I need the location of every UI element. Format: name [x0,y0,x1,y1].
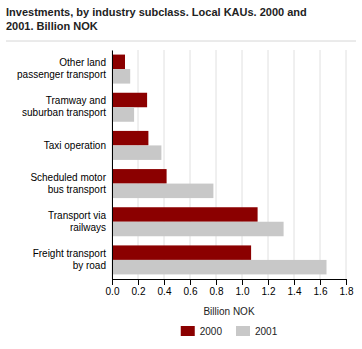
x-tick: 1.8 [340,279,354,297]
x-tick: 0.4 [158,279,172,297]
x-tick: 0.2 [132,279,146,297]
y-tick: Other landpassenger transport [17,57,112,80]
x-tick-label: 0.8 [210,286,224,297]
y-tick-label: Transport viarailways [48,210,106,233]
y-tick-label-line: Freight transport [33,248,107,259]
series [112,69,327,274]
legend-label: 2000 [200,326,223,337]
bar [112,184,213,199]
bar [112,55,125,70]
grid-line [320,50,321,279]
x-tick-mark [294,279,295,285]
title: Investments, by industry subclass. Local… [6,6,307,32]
grid-line [242,50,243,279]
grid-line [294,50,295,279]
bar [112,131,148,146]
x-axis: 0.0 0.2 0.4 0.6 0.8 1.0 1.2 1.4 1.6 1.8 [106,279,354,297]
legend-item: 2001 [236,326,278,337]
y-tick-label: Other landpassenger transport [17,57,106,80]
bar [112,169,167,184]
y-tick-label-line: railways [70,222,106,233]
bar [112,145,161,160]
bar [112,93,147,108]
title-line: 2001. Billion NOK [6,20,98,32]
x-tick-mark [112,279,113,285]
x-tick-label: 1.2 [262,286,276,297]
legend-label: 2001 [255,326,278,337]
y-tick: Tramway andsuburban transport [22,95,112,118]
y-tick-label-line: Other land [59,57,106,68]
x-tick: 1.6 [314,279,328,297]
title-line: Investments, by industry subclass. Local… [6,6,307,18]
x-axis-title: Billion NOK [203,306,254,317]
legend-swatch [236,326,250,336]
y-tick-label-line: by road [73,260,106,271]
legend-swatch [181,326,195,336]
legend: 2000 2001 [181,326,278,337]
y-tick: Taxi operation [44,140,112,151]
y-tick-label-line: Tramway and [46,95,106,106]
y-tick-label-line: Scheduled motor [30,172,106,183]
x-tick-label: 0.0 [106,286,120,297]
bar [112,222,284,237]
x-tick: 1.2 [262,279,276,297]
y-tick-label: Tramway andsuburban transport [22,95,106,118]
y-tick-label-line: suburban transport [22,107,106,118]
grid-line [216,50,217,279]
bar [112,260,327,275]
x-tick-mark [242,279,243,285]
title-rule [6,41,356,42]
bar [112,107,134,122]
x-tick-label: 0.6 [184,286,198,297]
y-tick-label: Scheduled motorbus transport [30,172,106,195]
x-tick: 0.0 [106,279,120,297]
x-tick: 1.0 [236,279,250,297]
x-axis-line [113,279,347,280]
x-tick-label: 1.0 [236,286,250,297]
y-tick-label-line: Transport via [48,210,106,221]
y-axis: Freight transportby road Transport viarai… [17,51,112,280]
y-axis-line [112,51,113,280]
bar [112,245,251,260]
grid-line [268,50,269,279]
y-tick: Freight transportby road [33,248,112,271]
x-tick-mark [320,279,321,285]
bar [112,69,130,84]
x-tick-mark [216,279,217,285]
y-tick-label-line: bus transport [48,184,107,195]
grid-line [190,50,191,279]
x-tick-label: 1.8 [340,286,354,297]
x-tick-mark [268,279,269,285]
x-tick-mark [346,279,347,285]
x-tick-mark [190,279,191,285]
bar [112,207,258,222]
chart: Investments, by industry subclass. Local… [0,0,362,349]
y-tick-label: Freight transportby road [33,248,107,271]
y-tick: Transport viarailways [48,210,112,233]
x-tick-mark [164,279,165,285]
grid-line [346,50,347,279]
y-tick: Scheduled motorbus transport [30,172,112,195]
x-tick-mark [138,279,139,285]
bars [112,55,327,275]
grid-line [138,50,139,279]
grid-line [164,50,165,279]
x-tick-label: 1.6 [314,286,328,297]
y-tick-label: Taxi operation [44,140,106,151]
x-tick: 0.6 [184,279,198,297]
x-tick-label: 1.4 [288,286,302,297]
x-tick-label: 0.4 [158,286,172,297]
y-tick-label-line: Taxi operation [44,140,106,151]
x-tick-label: 0.2 [132,286,146,297]
grid [112,50,346,279]
legend-item: 2000 [181,326,223,337]
x-tick: 0.8 [210,279,224,297]
x-tick: 1.4 [288,279,302,297]
plot: 0.0 0.2 0.4 0.6 0.8 1.0 1.2 1.4 1.6 1.8 Freight tr… [17,50,354,297]
y-tick-label-line: passenger transport [17,69,106,80]
grid-line [112,50,113,279]
